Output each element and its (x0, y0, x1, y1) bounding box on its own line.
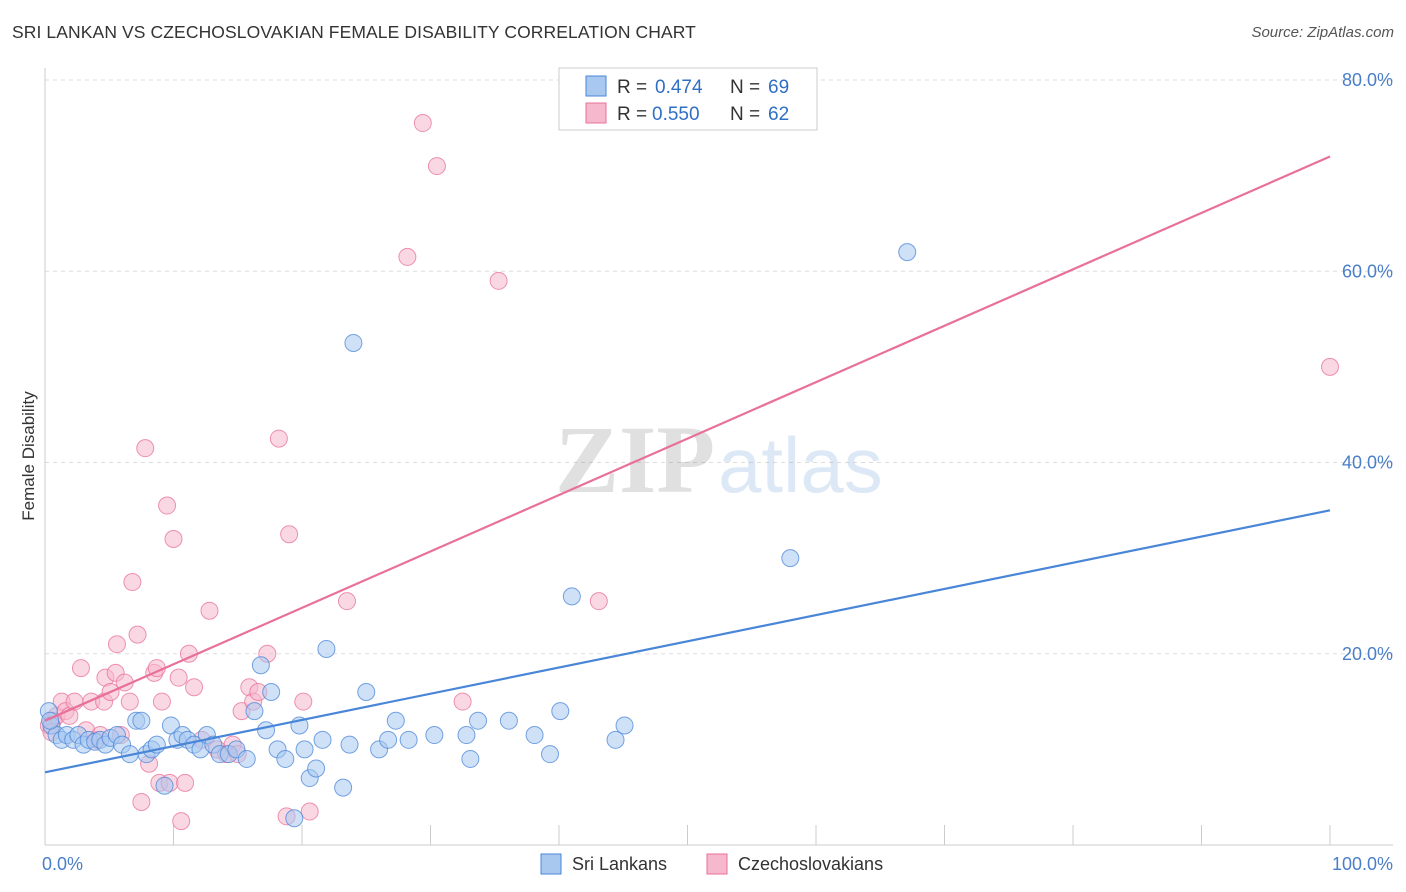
watermark-zip: ZIP (555, 406, 715, 513)
y-tick-label: 40.0% (1342, 453, 1393, 473)
sri-lankan-point (340, 735, 359, 754)
sri-lankan-point (313, 730, 332, 749)
czechoslovakian-point (71, 659, 90, 678)
czechoslovakian-point (337, 592, 356, 611)
czechoslovakian-point (158, 496, 177, 515)
bottom-legend-swatch-blue (540, 853, 562, 875)
sri-lankan-point (237, 749, 256, 768)
czechoslovakian-point (120, 692, 139, 711)
sri-lankan-point (276, 749, 295, 768)
trend-line-czechoslovakians (44, 155, 1331, 722)
sri-lankan-point (262, 683, 281, 701)
czechoslovakian-point (489, 271, 508, 290)
sri-lankan-point (399, 730, 418, 749)
sri-lankan-point (295, 740, 314, 759)
sri-lankan-point (379, 730, 398, 749)
sri-lankan-point (541, 745, 560, 764)
czechoslovakian-point (132, 792, 151, 811)
czechoslovakian-point (185, 678, 204, 697)
legend-swatch-pink (585, 102, 607, 124)
sri-lankan-point (551, 702, 570, 721)
czechoslovakian-point (123, 573, 142, 592)
legend-r-value-blue: 0.474 (655, 77, 703, 98)
sri-lankan-point (132, 711, 151, 730)
legend-r-label-blue: R = (617, 77, 647, 98)
y-tick-label: 80.0% (1342, 70, 1393, 90)
czechoslovakian-point (294, 692, 313, 711)
sri-lankan-point (344, 333, 363, 352)
y-tick-label: 60.0% (1342, 261, 1393, 281)
czechoslovakian-point (1321, 357, 1339, 376)
y-tick-label: 20.0% (1342, 644, 1393, 664)
czechoslovakian-point (176, 773, 195, 792)
sri-lankan-point (898, 243, 917, 262)
grid-lines (45, 79, 1393, 655)
trend-line-sri-lankans (44, 509, 1331, 774)
sri-lankan-point (357, 683, 376, 701)
legend-n-value-blue: 69 (768, 77, 789, 98)
sri-lankan-point (285, 809, 304, 828)
sri-lankan-point (461, 749, 480, 768)
tick-labels: 20.0% 40.0% 60.0% 80.0% 0.0% 100.0% (42, 70, 1393, 874)
czechoslovakian-point (398, 247, 417, 266)
sri-lankan-point (425, 726, 444, 745)
sri-lankan-point (781, 549, 800, 568)
watermark-atlas: atlas (718, 421, 883, 509)
watermark: ZIP atlas (555, 406, 883, 513)
legend-r-label-pink: R = (617, 104, 647, 125)
legend-r-value-pink: 0.550 (652, 104, 700, 125)
czechoslovakian-point (453, 692, 472, 711)
czechoslovakian-point (269, 429, 288, 448)
czechoslovakian-point (164, 530, 183, 548)
sri-lankan-point (307, 759, 326, 778)
sri-lankan-point (457, 726, 476, 745)
czechoslovakian-point (280, 525, 299, 544)
legend-n-label-blue: N = (730, 77, 760, 98)
sri-lankan-point (386, 711, 405, 730)
trend-lines (44, 155, 1331, 774)
sri-lankan-point (525, 726, 544, 745)
legend-swatch-blue (585, 75, 607, 97)
sri-lankan-point (245, 702, 264, 721)
czechoslovakian-point (427, 157, 446, 176)
sri-lankan-point (469, 711, 488, 730)
czechoslovakian-point (589, 592, 608, 611)
sri-lankan-point (257, 721, 276, 740)
source-note: Source: ZipAtlas.com (1251, 24, 1394, 41)
bottom-legend-label-pink: Czechoslovakians (738, 854, 883, 874)
czechoslovakian-point (128, 625, 147, 644)
sri-lankan-point (251, 656, 270, 675)
sri-lankan-point (317, 639, 336, 658)
sri-lankan-point (606, 730, 625, 749)
chart-title: SRI LANKAN VS CZECHOSLOVAKIAN FEMALE DIS… (12, 22, 696, 42)
czechoslovakian-point (413, 114, 432, 133)
x-tick-label: 0.0% (42, 854, 83, 874)
sri-lankans-points (39, 243, 917, 828)
czechoslovakian-point (107, 635, 126, 654)
czechoslovakian-point (152, 692, 171, 711)
sri-lankan-point (562, 587, 581, 606)
legend-n-label-pink: N = (730, 104, 760, 125)
czechoslovakian-point (169, 668, 188, 687)
sri-lankan-point (334, 778, 353, 797)
sri-lankan-point (499, 711, 518, 730)
czechoslovakian-point (200, 601, 219, 620)
correlation-legend: R = 0.474 N = 69 R = 0.550 N = 62 (558, 67, 818, 131)
y-axis-label: Female Disability (19, 391, 38, 521)
sri-lankan-point (155, 776, 174, 795)
bottom-legend-label-blue: Sri Lankans (572, 854, 667, 874)
czechoslovakian-point (172, 812, 191, 831)
czechoslovakian-point (300, 802, 319, 821)
czechoslovakian-point (136, 439, 155, 458)
bottom-legend-swatch-pink (706, 853, 728, 875)
sri-lankan-point (615, 716, 634, 735)
series-legend: Sri Lankans Czechoslovakians (540, 853, 883, 875)
legend-n-value-pink: 62 (768, 104, 789, 125)
x-tick-label: 100.0% (1332, 854, 1393, 874)
